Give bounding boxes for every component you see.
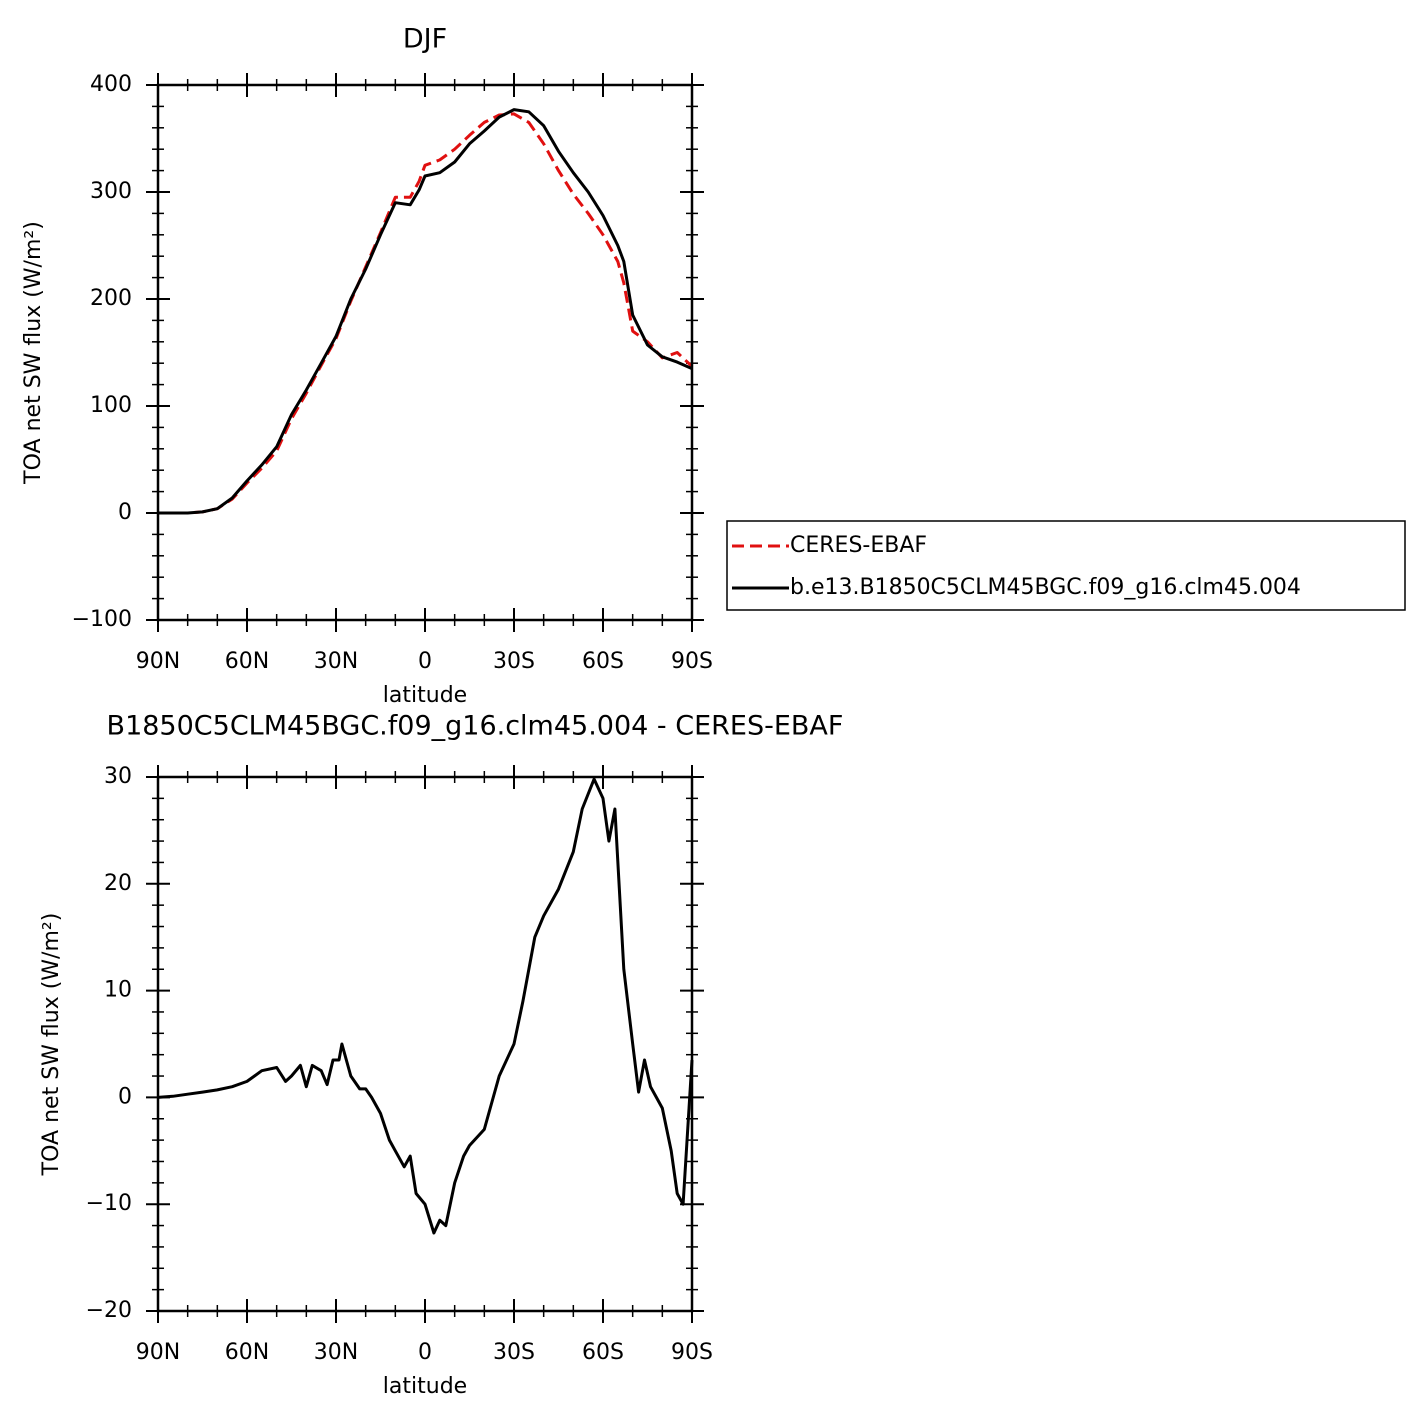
data-line [158,108,693,515]
y-tick-label: 30 [104,764,132,789]
plot-frame [156,775,694,1313]
x-tick-label: 90N [136,1340,180,1365]
y-tick-label: 400 [90,72,132,97]
y-tick-label: −10 [86,1191,132,1216]
legend-label: b.e13.B1850C5CLM45BGC.f09_g16.clm45.004 [790,575,1301,600]
x-tick-label: 60N [225,1340,269,1365]
y-tick-label: 0 [118,1084,132,1109]
chart-title: B1850C5CLM45BGC.f09_g16.clm45.004 - CERE… [107,711,844,742]
legend-box [726,520,1406,611]
x-tick-label: 30N [314,1340,358,1365]
x-tick-label: 30S [493,649,535,674]
y-tick-label: 100 [90,393,132,418]
y-tick-label: 300 [90,179,132,204]
x-tick-label: 0 [418,649,432,674]
x-tick-label: 0 [418,1340,432,1365]
x-tick-label: 90S [671,1340,713,1365]
x-axis-label: latitude [383,683,467,708]
y-tick-label: 0 [118,500,132,525]
y-axis-label: TOA net SW flux (W/m²) [21,221,46,485]
chart-title: DJF [403,24,447,55]
y-tick-label: 200 [90,286,132,311]
y-axis-label: TOA net SW flux (W/m²) [39,913,64,1177]
y-tick-label: 10 [104,978,132,1003]
x-tick-label: 30N [314,649,358,674]
x-tick-label: 90S [671,649,713,674]
x-tick-label: 60S [582,1340,624,1365]
x-tick-label: 90N [136,649,180,674]
data-line [158,112,694,515]
x-tick-label: 60S [582,649,624,674]
legend-label: CERES-EBAF [790,533,927,558]
x-axis-label: latitude [383,1374,467,1399]
x-tick-label: 30S [493,1340,535,1365]
plot-frame [156,83,694,622]
y-tick-label: −100 [72,607,132,632]
y-tick-label: −20 [86,1298,132,1323]
x-tick-label: 60N [225,649,269,674]
y-tick-label: 20 [104,871,132,896]
data-line [157,777,694,1235]
